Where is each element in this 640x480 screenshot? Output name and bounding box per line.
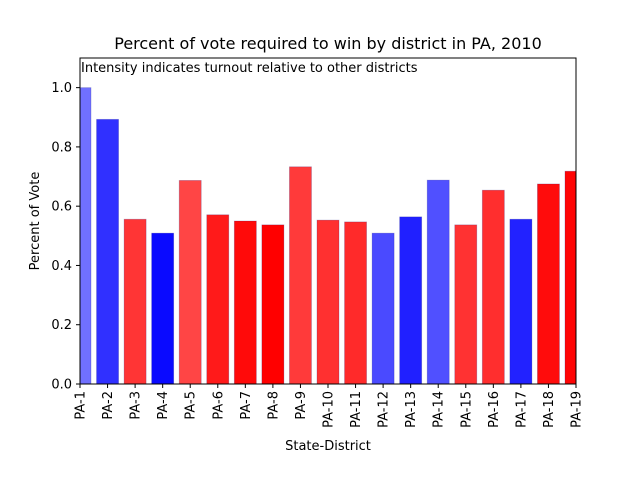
x-tick-label: PA-14 [432, 391, 447, 428]
y-axis-label: Percent of Vote [28, 172, 43, 271]
bar-pa-17 [509, 218, 533, 384]
bar-pa-1 [80, 87, 92, 384]
x-tick-label: PA-16 [487, 391, 502, 428]
x-tick-label: PA-12 [377, 391, 392, 428]
x-tick-label: PA-1 [74, 391, 89, 420]
x-tick-label: PA-6 [211, 391, 226, 420]
bar-pa-12 [371, 232, 395, 384]
bars-group [80, 87, 576, 384]
bar-pa-16 [481, 189, 505, 384]
y-tick-label: 1.0 [51, 81, 72, 96]
x-tick-label: PA-15 [459, 391, 474, 428]
bar-pa-6 [206, 214, 230, 384]
x-tick-label: PA-3 [129, 391, 144, 420]
x-tick-label: PA-11 [349, 391, 364, 428]
bar-pa-10 [316, 219, 340, 384]
bar-pa-13 [399, 216, 423, 384]
x-tick-label: PA-5 [184, 391, 199, 420]
y-tick-label: 0.2 [51, 318, 72, 333]
bar-pa-19 [564, 170, 576, 384]
bar-pa-11 [344, 221, 367, 384]
x-tick-label: PA-4 [156, 391, 171, 420]
x-tick-label: PA-9 [294, 391, 309, 420]
x-tick-label: PA-17 [514, 391, 529, 428]
y-tick-label: 0.0 [51, 378, 72, 393]
x-tick-label: PA-8 [266, 391, 281, 420]
bar-pa-5 [178, 179, 202, 384]
chart-annotation: Intensity indicates turnout relative to … [81, 61, 418, 76]
x-axis-label: State-District [285, 439, 371, 454]
x-tick-label: PA-10 [322, 391, 337, 428]
bar-pa-2 [96, 118, 119, 384]
x-tick-label: PA-18 [542, 391, 557, 428]
bar-pa-8 [261, 224, 285, 384]
bar-pa-15 [454, 224, 478, 384]
x-tick-label: PA-7 [239, 391, 254, 420]
x-axis: PA-1 PA-2 PA-3 PA-4 PA-5 PA-6 PA-7 PA-8 PA-9 PA-1… [74, 384, 585, 428]
bar-pa-3 [123, 218, 147, 384]
x-tick-label: PA-2 [101, 391, 116, 420]
bar-pa-14 [426, 179, 450, 384]
y-axis: 0.0 0.2 0.4 0.6 0.8 1.0 [51, 81, 80, 393]
y-tick-label: 0.4 [51, 259, 72, 274]
bar-pa-4 [151, 232, 175, 384]
bar-pa-7 [233, 220, 257, 384]
bar-pa-18 [537, 183, 560, 384]
y-tick-label: 0.8 [51, 140, 72, 155]
x-tick-label: PA-19 [570, 391, 585, 428]
chart-title: Percent of vote required to win by distr… [114, 34, 542, 53]
y-tick-label: 0.6 [51, 200, 72, 215]
x-tick-label: PA-13 [404, 391, 419, 428]
bar-pa-9 [289, 166, 312, 384]
